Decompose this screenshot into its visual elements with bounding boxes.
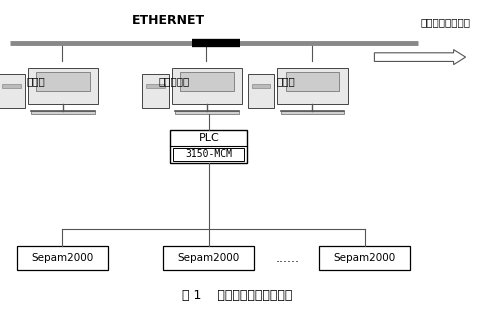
Text: 图 1    设备层拓扑结构示意图: 图 1 设备层拓扑结构示意图 — [182, 289, 293, 302]
FancyBboxPatch shape — [0, 74, 24, 108]
FancyBboxPatch shape — [319, 246, 410, 270]
Text: 工作站: 工作站 — [276, 76, 295, 87]
Text: 3150-MCM: 3150-MCM — [185, 149, 232, 159]
FancyBboxPatch shape — [173, 148, 244, 161]
FancyBboxPatch shape — [180, 72, 234, 91]
Text: 泵站工作站: 泵站工作站 — [158, 76, 190, 87]
Text: PLC: PLC — [198, 132, 219, 143]
Text: Sepam2000: Sepam2000 — [31, 253, 94, 263]
FancyBboxPatch shape — [286, 72, 339, 91]
FancyBboxPatch shape — [248, 74, 274, 108]
FancyBboxPatch shape — [2, 84, 21, 88]
Text: 至厂级管理层网络: 至厂级管理层网络 — [420, 17, 470, 27]
FancyBboxPatch shape — [172, 68, 242, 104]
FancyBboxPatch shape — [17, 246, 108, 270]
FancyBboxPatch shape — [143, 74, 168, 108]
FancyBboxPatch shape — [163, 246, 254, 270]
FancyBboxPatch shape — [252, 84, 270, 88]
Polygon shape — [374, 50, 466, 65]
FancyBboxPatch shape — [175, 110, 239, 114]
FancyBboxPatch shape — [27, 68, 98, 104]
FancyBboxPatch shape — [170, 130, 247, 163]
Text: 工作站: 工作站 — [27, 76, 46, 87]
FancyBboxPatch shape — [277, 68, 348, 104]
FancyBboxPatch shape — [36, 72, 90, 91]
Text: ETHERNET: ETHERNET — [132, 14, 204, 27]
Text: Sepam2000: Sepam2000 — [178, 253, 240, 263]
Text: ......: ...... — [276, 252, 300, 265]
FancyBboxPatch shape — [31, 110, 95, 114]
FancyBboxPatch shape — [281, 110, 344, 114]
Text: Sepam2000: Sepam2000 — [334, 253, 396, 263]
FancyBboxPatch shape — [146, 84, 165, 88]
